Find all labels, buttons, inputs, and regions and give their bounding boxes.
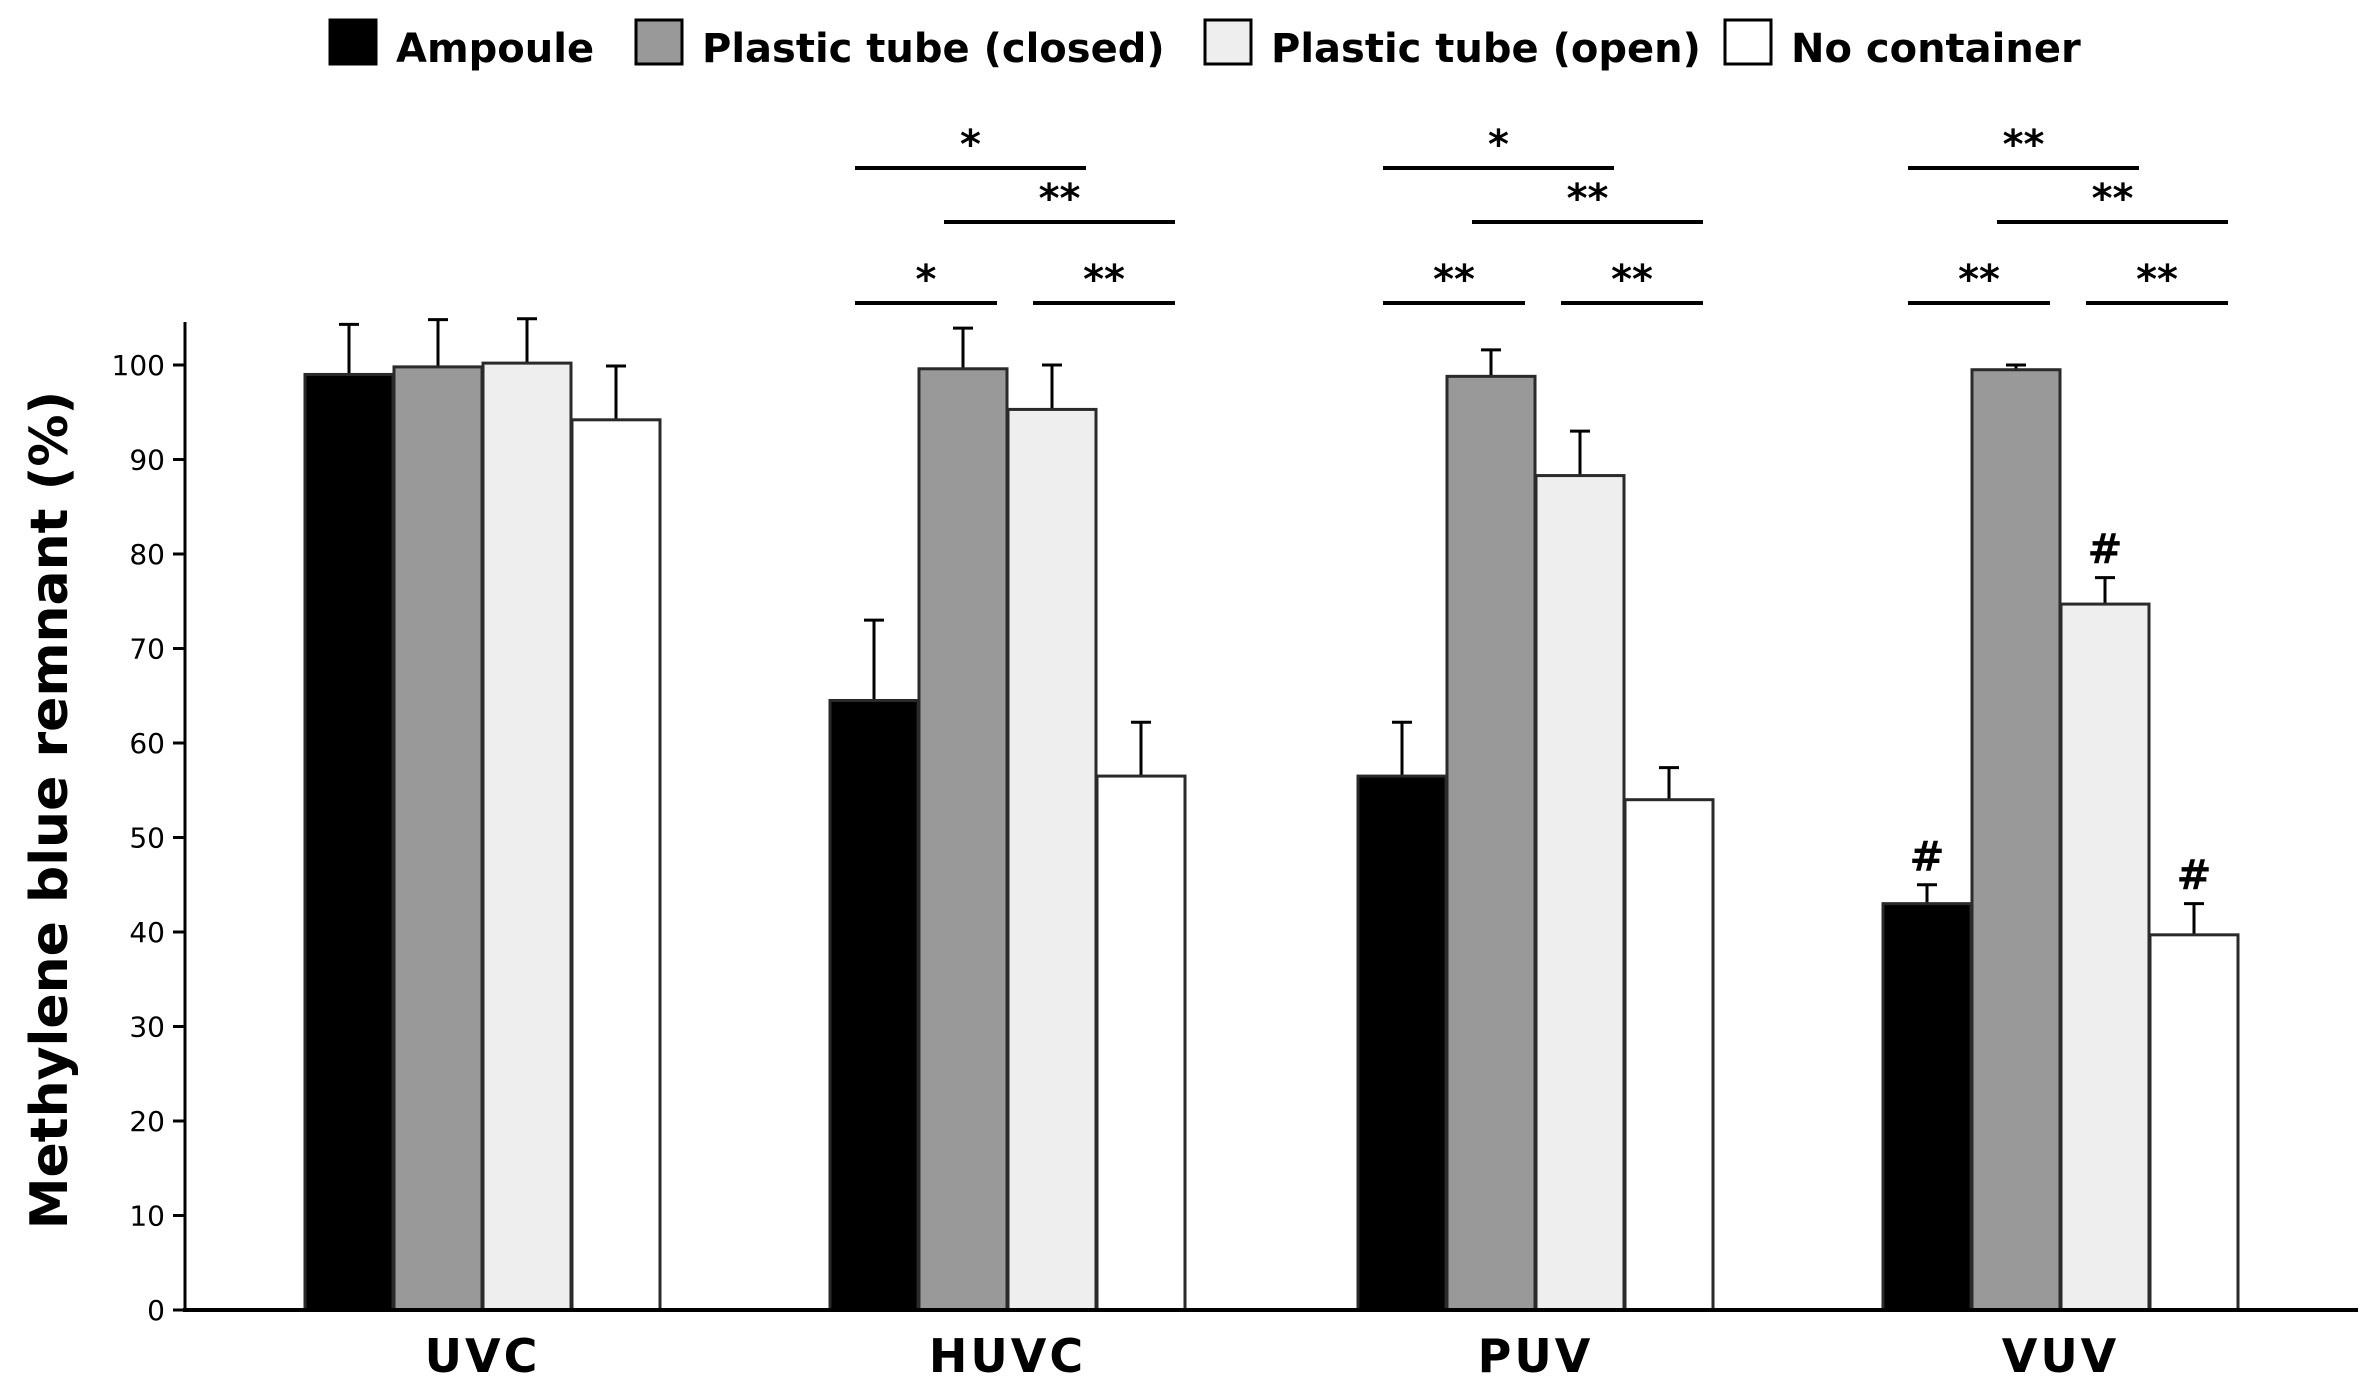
y-tick-label-40: 40 [129,916,165,949]
significance-label-11: ** [2092,176,2134,222]
bar-huvc-1 [828,698,920,1312]
significance-label-1: * [916,257,937,303]
x-tick-label-vuv: VUV [2002,1329,2120,1383]
significance-label-12: ** [2003,122,2045,168]
bar-puv-4 [1623,798,1715,1312]
bar-huvc-2 [917,367,1009,1312]
significance-label-5: ** [1433,257,1475,303]
significance-brackets: * ******* ******* ******### [855,122,2228,900]
annotation-hash-1: # [1909,832,1944,881]
legend-swatch-2 [634,18,684,66]
significance-label-8: * [1488,122,1509,168]
significance-label-7: ** [1567,176,1609,222]
significance-label-4: * [960,122,981,168]
annotation-hash-2: # [2087,525,2122,574]
y-tick-label-20: 20 [129,1105,165,1138]
y-tick-label-10: 10 [129,1200,165,1233]
x-tick-label-huvc: HUVC [929,1329,1086,1383]
y-tick-label-50: 50 [129,822,165,855]
bar-uvc-1 [303,372,395,1312]
x-tick-label-uvc: UVC [425,1329,541,1383]
y-tick-label-0: 0 [147,1294,165,1327]
annotation-hash-3: # [2176,851,2211,900]
bar-puv-1 [1356,774,1448,1312]
y-tick-label-100: 100 [112,349,165,382]
legend-label-1: Ampoule [396,26,594,72]
y-tick-label-30: 30 [129,1011,165,1044]
x-tick-label-puv: PUV [1478,1329,1594,1383]
significance-label-9: ** [1958,257,2000,303]
significance-label-6: ** [1611,257,1653,303]
bar-vuv-4 [2148,933,2240,1312]
significance-label-3: ** [1039,176,1081,222]
significance-label-10: ** [2136,257,2178,303]
bar-puv-3 [1534,474,1626,1312]
legend-swatch-4 [1723,18,1773,66]
bar-uvc-2 [392,365,484,1312]
bar-uvc-4 [570,418,662,1312]
bar-vuv-3 [2059,602,2151,1312]
y-tick-label-90: 90 [129,444,165,477]
legend: Ampoule Plastic tube (closed) Plastic tube… [328,18,2081,72]
bar-vuv-2 [1970,368,2062,1312]
bar-huvc-3 [1006,407,1098,1312]
bar-huvc-4 [1095,774,1187,1312]
legend-swatch-3 [1203,18,1253,66]
bars [303,317,2240,1312]
bar-puv-2 [1445,374,1537,1312]
significance-label-2: ** [1083,257,1125,303]
legend-label-3: Plastic tube (open) [1271,26,1701,72]
legend-swatch-1 [328,18,378,66]
y-axis-label: Methylene blue remnant (%) [20,391,80,1230]
y-tick-label-80: 80 [129,538,165,571]
legend-label-4: No container [1791,26,2081,72]
bar-vuv-1 [1881,902,1973,1312]
bar-uvc-3 [481,361,573,1312]
y-tick-label-70: 70 [129,633,165,666]
axes: 0 10 20 30 40 50 60 70 80 90 100 UVC HUVC PUV VUV [112,322,2358,1383]
y-tick-label-60: 60 [129,727,165,760]
legend-label-2: Plastic tube (closed) [702,26,1165,72]
